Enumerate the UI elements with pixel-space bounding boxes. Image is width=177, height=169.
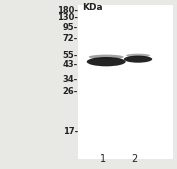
- FancyBboxPatch shape: [78, 5, 173, 159]
- Text: 1: 1: [100, 154, 106, 164]
- Text: 34-: 34-: [63, 75, 78, 84]
- Text: 180-: 180-: [57, 6, 78, 16]
- Text: 43-: 43-: [63, 60, 78, 69]
- Text: 95-: 95-: [63, 22, 78, 32]
- Ellipse shape: [124, 56, 152, 63]
- Ellipse shape: [87, 57, 126, 66]
- Text: 55-: 55-: [62, 51, 78, 60]
- Text: KDa: KDa: [82, 3, 102, 11]
- Text: 17-: 17-: [63, 127, 78, 136]
- Ellipse shape: [89, 55, 124, 59]
- Text: 2: 2: [131, 154, 138, 164]
- Ellipse shape: [126, 54, 150, 57]
- Text: 26-: 26-: [62, 87, 78, 96]
- Text: 72-: 72-: [63, 34, 78, 43]
- Text: 130-: 130-: [57, 13, 78, 22]
